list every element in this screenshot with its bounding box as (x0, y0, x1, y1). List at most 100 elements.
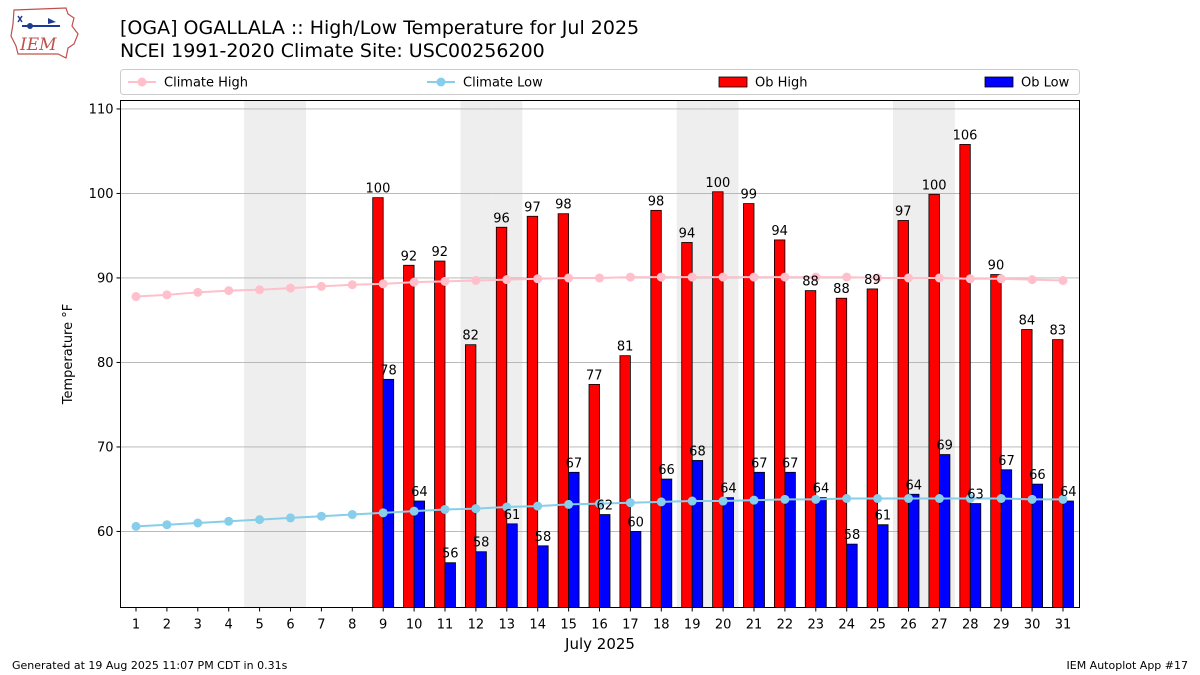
ob-low-label: 61 (875, 509, 892, 524)
climate-low-point (873, 493, 883, 503)
ob-low-label: 58 (535, 530, 552, 545)
x-tick-label: 15 (560, 618, 577, 633)
x-tick-label: 14 (529, 618, 546, 633)
climate-high-point (564, 273, 574, 283)
x-tick-label: 9 (379, 618, 387, 633)
ob-high-bar (712, 191, 724, 608)
ob-high-bar (464, 344, 477, 608)
climate-high-point (347, 280, 357, 290)
x-tick-label: 25 (869, 618, 886, 633)
y-tick-label: 100 (89, 187, 114, 202)
ob-low-label: 56 (442, 547, 459, 562)
ob-low-bar (815, 497, 827, 608)
climate-high-point (471, 275, 481, 285)
x-tick-label: 7 (317, 618, 325, 633)
legend-climate-high-marker (137, 77, 147, 87)
climate-low-point (1027, 494, 1037, 504)
climate-low-point (595, 499, 604, 509)
ob-high-label: 98 (555, 198, 572, 213)
ob-high-label: 90 (988, 259, 1005, 274)
ob-low-bar (537, 545, 549, 608)
x-tick-label: 29 (993, 618, 1010, 633)
climate-high-point (687, 272, 697, 282)
y-tick-label: 60 (97, 525, 114, 540)
x-tick-label: 19 (684, 618, 701, 633)
ob-low-bar (784, 471, 796, 608)
climate-low-point (564, 499, 574, 509)
x-tick-label: 3 (194, 618, 202, 633)
climate-low-point (162, 520, 172, 530)
ob-low-label: 61 (504, 508, 521, 523)
x-tick-label: 23 (808, 618, 825, 633)
ob-high-bar (495, 226, 508, 608)
x-tick-label: 22 (777, 618, 794, 633)
x-tick-label: 2 (163, 618, 171, 633)
ob-low-bar (475, 551, 487, 608)
y-tick-label: 70 (97, 440, 114, 455)
x-tick-label: 17 (622, 618, 639, 633)
climate-high-point (718, 272, 728, 282)
ob-high-label: 84 (1019, 313, 1036, 328)
climate-low-point (131, 521, 141, 531)
x-axis-label: July 2025 (564, 635, 635, 653)
climate-high-point (1027, 275, 1037, 285)
x-tick-label: 31 (1055, 618, 1072, 633)
climate-high-point (316, 281, 326, 291)
ob-high-bar (681, 242, 693, 608)
climate-low-point (842, 493, 852, 503)
ob-high-label: 83 (1049, 324, 1066, 339)
ob-low-bar (413, 500, 426, 608)
climate-high-point (811, 272, 821, 282)
climate-high-point (656, 272, 666, 282)
x-tick-label: 10 (406, 618, 423, 633)
ob-high-label: 89 (864, 273, 881, 288)
ob-low-label: 62 (596, 499, 613, 514)
ob-high-bar (835, 297, 848, 608)
ob-low-bar (722, 497, 734, 608)
ob-low-label: 58 (473, 536, 490, 551)
ob-high-bar (1052, 339, 1064, 608)
climate-low-point (347, 510, 357, 520)
ob-low-label: 67 (782, 456, 799, 471)
climate-high-point (749, 272, 759, 282)
ob-low-label: 64 (813, 482, 830, 497)
logo-text: IEM (19, 35, 57, 55)
climate-high-point (842, 272, 852, 282)
climate-low-point (625, 498, 635, 508)
climate-high-point (255, 285, 265, 295)
climate-high-point (780, 272, 790, 282)
ob-high-bar (650, 209, 662, 608)
climate-high-point (409, 277, 419, 287)
climate-low-point (656, 497, 666, 507)
ob-low-label: 66 (658, 463, 675, 478)
footer-generated: Generated at 19 Aug 2025 11:07 PM CDT in… (12, 659, 288, 672)
x-tick-label: 5 (255, 618, 263, 633)
y-tick-label: 80 (97, 356, 114, 371)
ob-high-label: 98 (648, 194, 665, 209)
climate-low-point (934, 493, 944, 503)
ob-high-label: 94 (679, 226, 696, 241)
legend-ob-low-swatch (984, 76, 1014, 88)
ob-high-label: 99 (740, 188, 757, 203)
climate-high-point (904, 273, 913, 283)
ob-low-bar (444, 562, 456, 608)
x-tick-label: 21 (746, 618, 763, 633)
ob-low-bar (846, 543, 858, 608)
legend-box (120, 69, 1080, 95)
x-tick-label: 11 (437, 618, 454, 633)
legend-climate-high-label: Climate High (164, 76, 248, 91)
ob-high-bar (866, 288, 878, 608)
ob-low-label: 60 (627, 515, 644, 530)
ob-low-label: 69 (936, 439, 953, 454)
legend-climate-low-label: Climate Low (463, 76, 543, 91)
weekend-shade (275, 100, 306, 608)
ob-high-bar (774, 239, 786, 608)
ob-low-label: 64 (411, 485, 428, 500)
ob-low-label: 67 (998, 454, 1015, 469)
climate-high-point (440, 276, 450, 286)
climate-high-point (996, 274, 1006, 284)
ob-low-bar (939, 454, 951, 608)
y-tick-label: 110 (89, 102, 114, 117)
ob-high-label: 81 (617, 340, 634, 355)
